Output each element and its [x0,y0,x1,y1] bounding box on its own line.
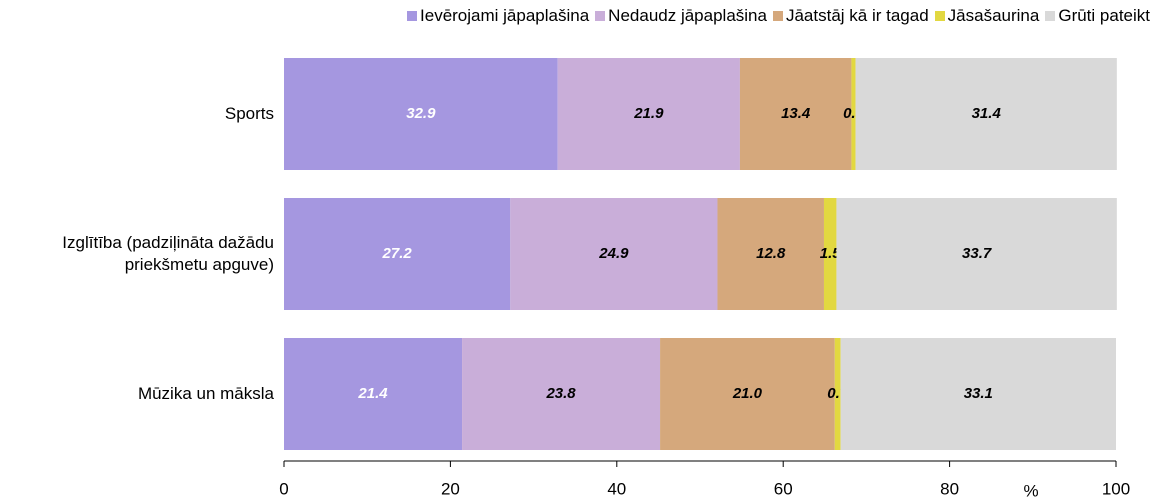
legend-swatch [772,11,783,21]
x-tick-label: 60 [774,479,793,498]
legend-item: Ievērojami jāpaplašina [407,6,589,26]
y-tick-label: Sports [224,104,274,123]
bar-segment [840,338,1116,450]
legend-item: Jāatstāj kā ir tagad [772,6,929,26]
x-tick-label: 100 [1102,479,1130,498]
x-tick-label: 40 [607,479,626,498]
x-tick-label: 80 [940,479,959,498]
legend-label: Grūti pateikt [1058,6,1150,25]
data-label: 23.8 [545,385,576,402]
x-axis-label: % [1023,481,1038,500]
bar-segment [557,58,740,170]
x-tick-label: 0 [279,479,288,498]
legend-swatch [1045,11,1056,21]
data-label: 1.5 [820,245,842,262]
data-label: 33.1 [964,385,993,402]
legend-item: Nedaudz jāpaplašina [595,6,767,26]
legend-swatch [407,11,418,21]
legend-label: Jāatstāj kā ir tagad [785,6,929,25]
bar-segment [836,198,1117,310]
data-label: 32.9 [406,105,436,122]
data-label: 33.7 [962,245,992,262]
bar-segment [660,338,835,450]
x-tick-label: 20 [441,479,460,498]
legend-label: Nedaudz jāpaplašina [608,6,767,25]
legend-label: Jāsašaurina [947,6,1040,25]
bar-segment [855,58,1117,170]
legend-swatch [595,11,606,21]
bar-segment [823,198,837,310]
data-label: 12.8 [756,245,786,262]
data-label: 13.4 [781,105,811,122]
bar-segment [851,58,856,170]
legend: Ievērojami jāpaplašina Nedaudz jāpaplašin… [407,6,1150,26]
data-label: 31.4 [972,105,1002,122]
bar-segment [462,338,661,450]
bar-segment [284,198,511,310]
bar-segment [510,198,718,310]
bar-segment [284,338,463,450]
bar-segment [717,198,824,310]
bar-segment [834,338,841,450]
y-tick-label: Mūzika un māksla [137,384,274,403]
data-label: 21.4 [357,385,388,402]
data-label: 27.2 [382,245,413,262]
legend-item: Jāsašaurina [934,6,1040,26]
y-tick-label: Izglītība (padziļināta dažādu priekšmetu… [62,233,274,274]
data-label: 21.0 [732,385,763,402]
bar-segment [739,58,852,170]
data-label: 21.9 [633,105,664,122]
data-label: 24.9 [598,245,629,262]
legend-item: Grūti pateikt [1045,6,1150,26]
bar-segment [284,58,558,170]
legend-swatch [934,11,945,21]
legend-label: Ievērojami jāpaplašina [420,6,590,25]
